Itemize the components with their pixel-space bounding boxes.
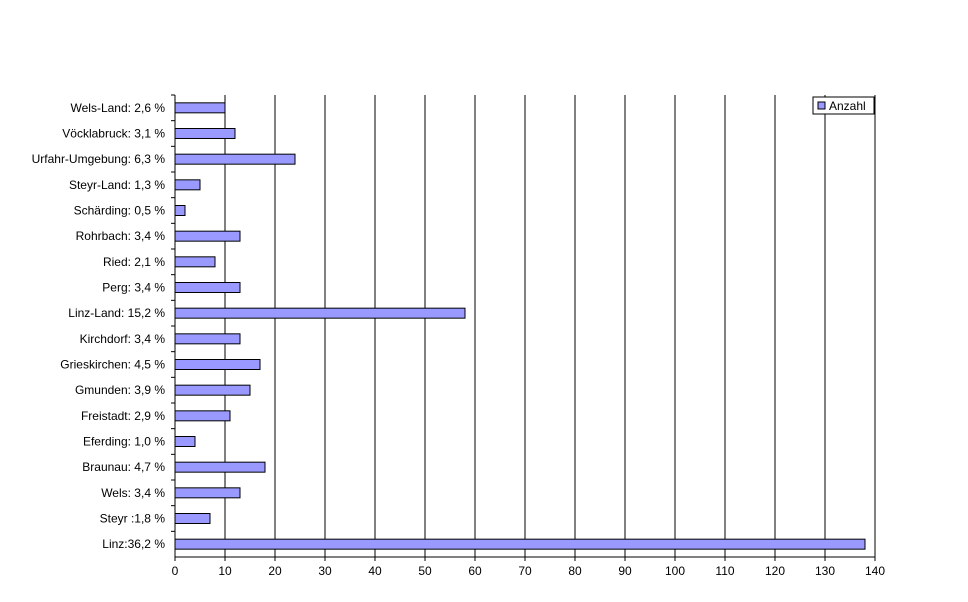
x-tick-label: 90 xyxy=(618,564,632,578)
x-tick-label: 100 xyxy=(665,564,685,578)
legend-label: Anzahl xyxy=(829,99,866,113)
bar xyxy=(174,128,236,139)
x-tick-labels: 0 10 20 30 40 50 60 70 80 90 100 110 120 130 140 xyxy=(172,564,886,578)
bar xyxy=(174,487,241,499)
category-label: Braunau: 4,7 % xyxy=(82,460,165,474)
category-labels: Linz:36,2 % Steyr :1,8 % Wels: 3,4 % Brauna… xyxy=(32,101,166,551)
x-tick-label: 20 xyxy=(268,564,282,578)
legend: Anzahl xyxy=(812,96,875,115)
category-label: Rohrbach: 3,4 % xyxy=(76,229,166,243)
category-label: Steyr :1,8 % xyxy=(100,512,166,526)
category-label: Kirchdorf: 3,4 % xyxy=(80,332,166,346)
x-tick-label: 60 xyxy=(468,564,482,578)
bar xyxy=(174,436,196,447)
bar xyxy=(174,410,231,422)
category-label: Eferding: 1,0 % xyxy=(83,435,165,449)
x-tick-label: 30 xyxy=(318,564,332,578)
x-tick-label: 70 xyxy=(518,564,532,578)
category-label: Linz-Land: 15,2 % xyxy=(68,306,165,320)
bar xyxy=(174,205,186,216)
bar xyxy=(174,513,211,524)
bar xyxy=(174,384,251,396)
bar xyxy=(174,461,266,473)
gridlines xyxy=(224,95,876,557)
x-tick-label: 110 xyxy=(715,564,734,578)
bar xyxy=(174,102,226,114)
legend-swatch xyxy=(817,101,826,110)
category-label: Freistadt: 2,9 % xyxy=(81,409,165,423)
category-label: Ried: 2,1 % xyxy=(103,255,165,269)
bar xyxy=(174,307,466,319)
x-tick-label: 140 xyxy=(865,564,885,578)
category-label: Schärding: 0,5 % xyxy=(74,204,166,218)
bars xyxy=(174,102,866,550)
category-label: Wels: 3,4 % xyxy=(101,486,165,500)
bar xyxy=(174,333,241,345)
category-label: Perg: 3,4 % xyxy=(102,281,165,295)
bar xyxy=(174,282,241,293)
category-label: Steyr-Land: 1,3 % xyxy=(69,178,165,192)
x-tick-label: 10 xyxy=(218,564,232,578)
category-label: Vöcklabruck: 3,1 % xyxy=(62,127,165,141)
bar xyxy=(174,256,216,268)
x-tick-label: 50 xyxy=(418,564,432,578)
category-label: Gmunden: 3,9 % xyxy=(75,383,165,397)
bar xyxy=(174,230,241,242)
x-tick-label: 0 xyxy=(172,564,179,578)
category-label: Linz:36,2 % xyxy=(102,537,165,551)
x-tick-label: 40 xyxy=(368,564,382,578)
axes xyxy=(171,94,876,561)
bar xyxy=(174,153,296,165)
bar xyxy=(174,359,261,370)
category-label: Wels-Land: 2,6 % xyxy=(71,101,166,115)
x-tick-label: 80 xyxy=(568,564,582,578)
category-label: Urfahr-Umgebung: 6,3 % xyxy=(32,152,166,166)
category-label: Grieskirchen: 4,5 % xyxy=(60,358,165,372)
legend-box xyxy=(812,96,875,115)
bar xyxy=(174,538,866,550)
bar xyxy=(174,179,201,191)
x-tick-label: 130 xyxy=(815,564,835,578)
x-tick-label: 120 xyxy=(765,564,785,578)
